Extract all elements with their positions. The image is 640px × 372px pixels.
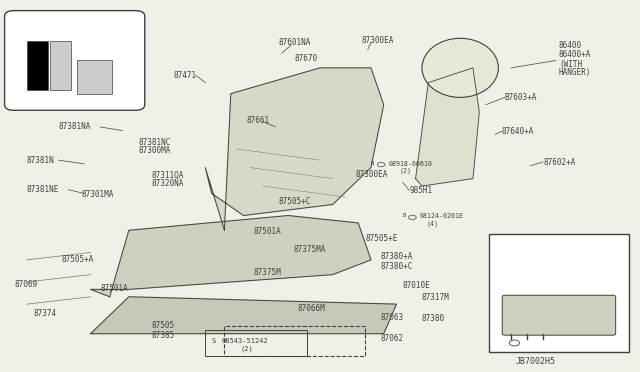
Text: 87380+C: 87380+C <box>381 262 413 270</box>
Text: 87471: 87471 <box>173 71 196 80</box>
Text: 08543-51242: 08543-51242 <box>221 338 268 344</box>
Bar <box>77 60 112 94</box>
Text: JB7002H5: JB7002H5 <box>516 357 556 366</box>
Text: 08124-0201E: 08124-0201E <box>419 213 463 219</box>
FancyBboxPatch shape <box>502 295 616 335</box>
Text: 87069: 87069 <box>14 280 37 289</box>
Text: 87375MA: 87375MA <box>293 245 326 254</box>
Text: 86400+A: 86400+A <box>559 51 591 60</box>
Text: POWER SEAT CONTROL: POWER SEAT CONTROL <box>521 243 597 249</box>
Text: 86400: 86400 <box>559 41 582 50</box>
Polygon shape <box>205 68 384 230</box>
Text: 87301MA: 87301MA <box>81 190 113 199</box>
Text: 87380: 87380 <box>422 314 445 323</box>
Text: 87505+C: 87505+C <box>278 197 311 206</box>
Text: 87320NA: 87320NA <box>151 179 184 188</box>
Text: 87640+A: 87640+A <box>502 127 534 136</box>
Text: 87670: 87670 <box>294 54 317 63</box>
Text: (2): (2) <box>399 168 412 174</box>
Text: 87381N: 87381N <box>27 155 54 165</box>
Text: HANGER): HANGER) <box>559 68 591 77</box>
Text: 87505+E: 87505+E <box>366 234 398 243</box>
Text: 87300EA: 87300EA <box>362 36 394 45</box>
Text: B: B <box>403 214 406 218</box>
Text: 87505+A: 87505+A <box>62 254 94 264</box>
Text: 87010E: 87010E <box>403 281 431 290</box>
Bar <box>50 41 70 90</box>
Text: 87661: 87661 <box>246 116 270 125</box>
Text: B7603+A: B7603+A <box>505 93 537 102</box>
Text: (4): (4) <box>427 221 439 227</box>
Text: 87501A: 87501A <box>253 227 281 235</box>
Text: (2): (2) <box>241 345 253 352</box>
Text: 08918-60610: 08918-60610 <box>389 161 433 167</box>
Text: 87375M: 87375M <box>253 267 281 276</box>
Text: 985H1: 985H1 <box>409 186 433 195</box>
Text: (2): (2) <box>531 347 541 352</box>
Text: 87381NA: 87381NA <box>59 122 91 131</box>
Text: 87380+A: 87380+A <box>381 252 413 262</box>
Polygon shape <box>91 297 396 334</box>
Text: N: N <box>495 339 499 344</box>
Text: 87317M: 87317M <box>422 293 450 302</box>
Bar <box>489 234 629 352</box>
Polygon shape <box>91 215 371 297</box>
Text: 87385: 87385 <box>151 331 174 340</box>
Text: 87300MA: 87300MA <box>138 146 171 155</box>
Text: (28565X): (28565X) <box>540 263 577 273</box>
Text: 87505: 87505 <box>151 321 174 330</box>
Text: 87062: 87062 <box>381 334 404 343</box>
Polygon shape <box>415 68 479 186</box>
Text: N: N <box>371 161 374 166</box>
Text: (WITH: (WITH <box>559 60 582 69</box>
Text: S: S <box>212 338 216 344</box>
Bar <box>225 326 365 356</box>
Text: 87501A: 87501A <box>100 284 128 293</box>
Bar <box>27 41 47 90</box>
Text: 87374: 87374 <box>33 309 56 318</box>
Text: 87300EA: 87300EA <box>355 170 387 179</box>
Text: 87381NC: 87381NC <box>138 138 171 147</box>
Text: 87601NA: 87601NA <box>278 38 311 47</box>
Bar <box>205 330 307 356</box>
Text: 87381NE: 87381NE <box>27 185 60 194</box>
Text: 87063: 87063 <box>381 312 404 321</box>
Text: SEC.253: SEC.253 <box>543 254 575 263</box>
Text: 87311QA: 87311QA <box>151 171 184 180</box>
Ellipse shape <box>422 38 499 97</box>
Text: 87066M: 87066M <box>298 304 326 313</box>
FancyBboxPatch shape <box>4 11 145 110</box>
Text: 87602+A: 87602+A <box>543 157 575 167</box>
Text: 08918-60610: 08918-60610 <box>524 340 565 346</box>
